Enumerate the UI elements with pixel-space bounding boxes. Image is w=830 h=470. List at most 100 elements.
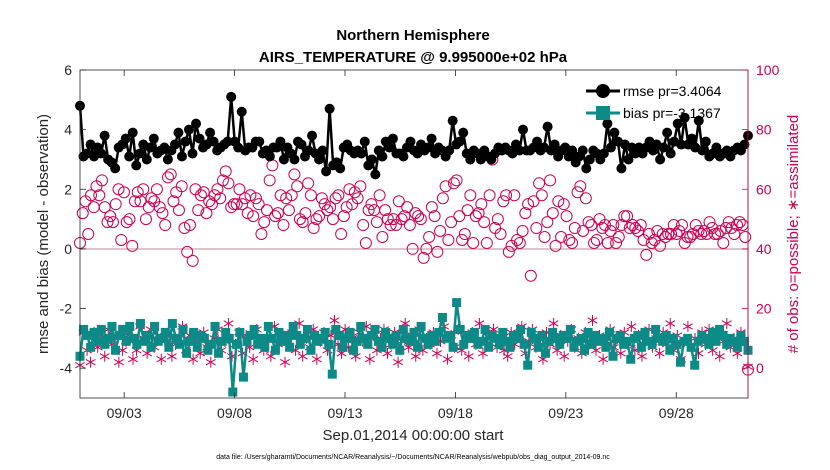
bias-point [349, 345, 359, 355]
possible-obs-marker [291, 180, 304, 193]
possible-obs-marker [692, 225, 705, 238]
asterisk-stroke [548, 320, 559, 327]
possible-obs-marker [120, 216, 133, 229]
rmse-point [110, 163, 121, 174]
possible-obs-marker [607, 219, 620, 232]
bias-point [498, 327, 508, 337]
legend-bias-label: bias pr=-3.1367 [623, 105, 721, 121]
y-tick-label-left: -4 [60, 360, 73, 376]
possible-obs-marker [420, 242, 433, 255]
possible-obs-marker [703, 216, 716, 229]
possible-obs-marker [98, 201, 111, 214]
assimilated-obs-marker [431, 347, 442, 359]
possible-obs-marker [304, 189, 317, 202]
bias-point [167, 318, 177, 328]
rmse-point [605, 142, 616, 153]
possible-obs-marker [167, 195, 180, 208]
bias-point [526, 327, 536, 337]
bias-point [125, 321, 135, 331]
bias-point [157, 333, 167, 343]
possible-obs-marker [601, 236, 614, 249]
possible-obs-marker [555, 230, 568, 243]
possible-obs-marker [362, 204, 375, 217]
x-tick-label: 09/23 [548, 405, 583, 421]
bias-point [295, 339, 305, 349]
rmse-point [99, 130, 110, 141]
possible-obs-marker [329, 192, 342, 205]
bias-point [626, 354, 636, 364]
rmse-point [359, 136, 370, 147]
rmse-point [324, 103, 335, 114]
possible-obs-marker [216, 174, 229, 187]
bias-point [143, 330, 153, 340]
possible-obs-marker [106, 216, 119, 229]
asterisk-stroke [156, 356, 167, 363]
assimilated-obs-marker [714, 350, 725, 362]
possible-obs-marker [464, 189, 477, 202]
asterisk-stroke [371, 347, 382, 354]
bias-point [398, 324, 408, 334]
possible-obs-marker [604, 225, 617, 238]
bias-point [256, 333, 266, 343]
bias-point [341, 333, 351, 343]
possible-obs-marker [337, 210, 350, 223]
assimilated-obs-marker [166, 350, 177, 362]
legend-rmse-marker [596, 84, 610, 98]
bias-point [274, 327, 284, 337]
possible-obs-marker [244, 189, 257, 202]
asterisk-stroke [279, 359, 291, 366]
possible-obs-marker [585, 219, 598, 232]
possible-obs-marker [128, 195, 141, 208]
asterisk-stroke [99, 353, 110, 360]
rmse-point [307, 130, 318, 141]
possible-obs-marker [588, 236, 601, 249]
bias-point [288, 321, 298, 331]
bias-point [338, 342, 348, 352]
possible-obs-marker [194, 189, 207, 202]
bias-point [381, 327, 391, 337]
assimilated-obs-marker [329, 314, 340, 326]
possible-obs-marker [117, 186, 130, 199]
possible-obs-marker [720, 222, 733, 235]
rmse-point [314, 154, 325, 165]
legend-rmse-label: rmse pr=3.4064 [623, 83, 722, 99]
possible-obs-marker [431, 245, 444, 258]
bias-point [601, 342, 611, 352]
rmse-point [289, 154, 300, 165]
bias-point [352, 336, 362, 346]
x-tick-label: 09/13 [327, 405, 362, 421]
possible-obs-marker [395, 213, 408, 226]
bias-point [562, 333, 572, 343]
x-tick-label: 09/08 [217, 405, 252, 421]
bias-point [512, 333, 522, 343]
bias-point [729, 336, 739, 346]
y-axis-label-left: rmse and bias (model - observation) [35, 114, 52, 354]
rmse-point [96, 148, 107, 159]
rmse-point [370, 169, 381, 180]
possible-obs-marker [252, 198, 265, 211]
possible-obs-marker [574, 180, 587, 193]
possible-obs-marker [134, 195, 147, 208]
bias-point [182, 348, 192, 358]
possible-obs-marker [280, 192, 293, 205]
rmse-point [183, 124, 194, 135]
bias-point [537, 330, 547, 340]
x-ticks: 09/03 09/08 09/13 09/18 09/23 09/28 [107, 70, 694, 421]
rmse-point [335, 163, 346, 174]
bias-point [114, 330, 124, 340]
possible-obs-marker [335, 228, 348, 240]
bias-point [420, 333, 430, 343]
possible-obs-marker [552, 195, 565, 208]
bias-point [217, 336, 227, 346]
rmse-point [275, 136, 286, 147]
bias-point [214, 348, 224, 358]
rmse-point [134, 148, 145, 159]
y-tick-label-left: 6 [64, 62, 72, 78]
possible-obs-marker [351, 192, 364, 205]
bias-point [434, 327, 444, 337]
bias-point [306, 345, 316, 355]
possible-obs-marker [519, 207, 532, 220]
bias-point [121, 336, 131, 346]
rmse-point [711, 142, 722, 153]
possible-obs-marker [277, 219, 290, 232]
